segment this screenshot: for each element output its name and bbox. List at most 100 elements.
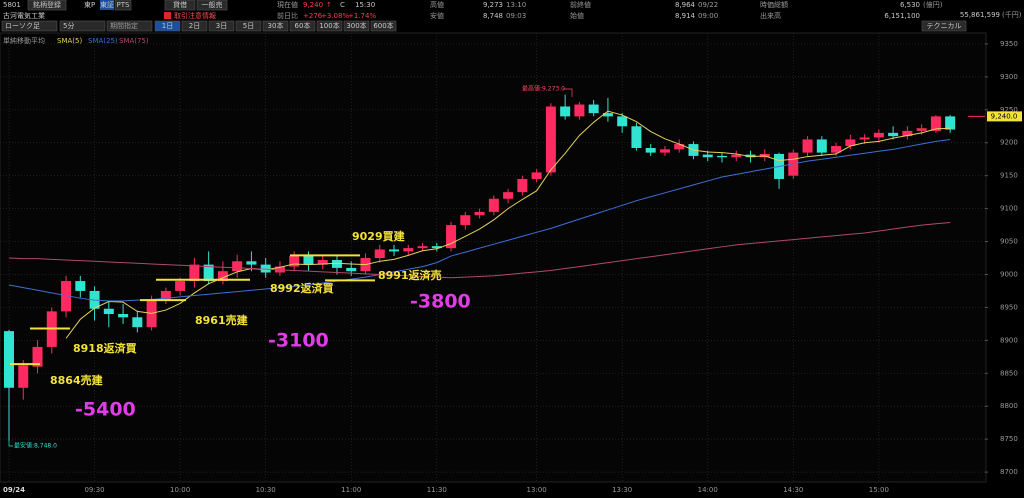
period-select[interactable]	[106, 20, 153, 32]
last-price-tag	[987, 111, 1022, 122]
pts-button[interactable]	[114, 0, 132, 11]
tab-label[interactable]: 1日	[162, 22, 173, 30]
trade-label: 8864売建	[50, 373, 104, 387]
candle-body	[902, 130, 913, 137]
trade-label: 8961売建	[195, 313, 249, 327]
tab[interactable]	[262, 20, 289, 32]
caution-icon	[164, 12, 171, 19]
tab-label[interactable]: 60本	[295, 21, 311, 30]
technical[interactable]: テクニカル	[927, 22, 962, 30]
candle-body	[189, 264, 200, 282]
stat-label: 始値	[570, 11, 584, 20]
sell-button[interactable]	[196, 0, 228, 11]
stock-code: 5801	[3, 1, 21, 9]
tab-label[interactable]: 600本	[373, 21, 393, 30]
tab-label[interactable]: 100本	[319, 21, 339, 30]
candle-body	[545, 106, 556, 173]
interval-select[interactable]	[59, 20, 106, 32]
candle-body	[702, 154, 713, 158]
stat-note: (億円)	[923, 0, 943, 9]
candle-body	[61, 281, 72, 312]
price: 9,240	[303, 1, 323, 9]
candle-body	[617, 116, 628, 127]
trade-label: 8991返済売	[378, 268, 442, 282]
stat-label: 安値	[430, 11, 444, 20]
exchange-button[interactable]	[100, 0, 114, 10]
candle-body	[75, 281, 86, 291]
candle-body	[346, 267, 357, 272]
tab-label[interactable]: 30本	[268, 21, 284, 30]
lending-label[interactable]: 貸借	[173, 0, 187, 9]
tab[interactable]	[370, 20, 397, 32]
pts-label[interactable]: PTS	[117, 1, 130, 9]
candle-body	[945, 116, 956, 130]
y-tick-label: 9050	[1000, 238, 1018, 246]
candle-body	[232, 261, 243, 272]
candle-body	[631, 126, 642, 149]
y-tick-label: 8800	[1000, 402, 1018, 410]
x-tick-label: 09:30	[84, 486, 104, 494]
y-tick-label: 8950	[1000, 303, 1018, 311]
candle-body	[717, 155, 727, 158]
stat-value: 9,273	[483, 1, 503, 9]
y-tick-label: 9250	[1000, 106, 1018, 114]
register-label[interactable]: 銘柄登録	[33, 0, 61, 9]
y-tick-label: 8750	[1000, 435, 1018, 443]
legend-entry: SMA(5)	[57, 37, 82, 45]
tab[interactable]	[154, 20, 181, 32]
candle-body	[873, 132, 884, 138]
sma-line	[8, 138, 951, 302]
change-pct2: +1.74%	[348, 12, 376, 20]
tab[interactable]	[343, 20, 370, 32]
stat-value: 8,964	[675, 1, 696, 9]
candle-body	[745, 154, 756, 158]
tab-label[interactable]: 3日	[216, 22, 227, 30]
candle-body	[574, 104, 585, 117]
candle-body	[531, 172, 542, 179]
tab-label[interactable]: 2日	[189, 22, 200, 30]
high-pointer	[563, 88, 573, 97]
candle-body	[517, 178, 528, 193]
tab-label[interactable]: 300本	[346, 21, 366, 30]
lending-button[interactable]	[164, 0, 196, 11]
change: +276	[303, 12, 323, 20]
candle-body	[645, 148, 656, 153]
y-tick-label: 8900	[1000, 336, 1018, 344]
high-label: 最高値:9,273.0	[522, 85, 565, 93]
tab[interactable]	[181, 20, 208, 32]
candle-body	[374, 249, 385, 259]
register-button[interactable]	[27, 0, 67, 11]
candle-body	[260, 264, 271, 273]
tab-label[interactable]: 5日	[243, 22, 254, 30]
candle-body	[246, 261, 257, 265]
caution[interactable]: 取引注意情報	[174, 11, 216, 20]
y-tick-label: 9350	[1000, 40, 1018, 48]
period[interactable]: 期間指定	[110, 21, 138, 30]
tab[interactable]	[208, 20, 235, 32]
technical-button[interactable]	[921, 20, 967, 32]
x-tick-label: 10:00	[170, 486, 190, 494]
stat-value: 6,530	[900, 1, 920, 9]
change-label: 前日比	[277, 11, 298, 20]
chart-panel	[0, 32, 987, 483]
candle-body	[602, 113, 613, 117]
candle-body	[317, 259, 328, 265]
last-price-label: 9,240.0	[991, 112, 1018, 120]
candle-body	[674, 144, 685, 150]
tab[interactable]	[316, 20, 343, 32]
sell-label[interactable]: 一般売	[202, 0, 223, 9]
x-tick-label: 14:00	[698, 486, 718, 494]
low-pointer	[8, 440, 13, 447]
y-tick-label: 9100	[1000, 205, 1018, 213]
tab[interactable]	[235, 20, 262, 32]
candle-body	[916, 128, 927, 131]
tab[interactable]	[289, 20, 316, 32]
candle-body	[217, 271, 228, 282]
stat-value: 8,914	[675, 12, 696, 20]
candle-body	[32, 346, 43, 367]
interval[interactable]: 5分	[63, 21, 74, 30]
chart-kind[interactable]: ローソク足	[5, 22, 40, 30]
exchange-label[interactable]: 東証	[100, 0, 114, 9]
y-tick-label: 9150	[1000, 172, 1018, 180]
chart-kind-select[interactable]	[1, 20, 58, 32]
